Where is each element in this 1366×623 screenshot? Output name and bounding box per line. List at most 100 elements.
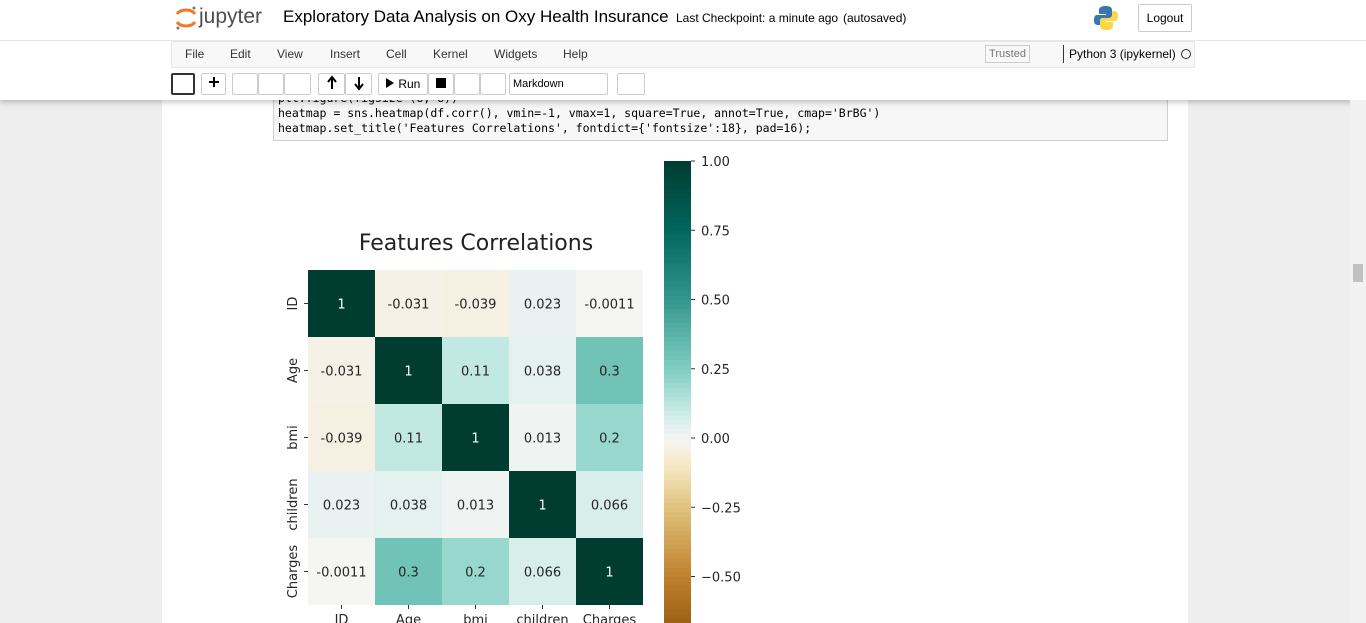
cell-label: 0.013 [457, 499, 494, 514]
menu-item[interactable]: Help [563, 47, 588, 61]
cut-button[interactable] [232, 73, 258, 95]
x-tick-label: ID [335, 613, 349, 623]
colorbar-segment [664, 405, 691, 411]
colorbar-segment [664, 276, 691, 282]
keyboard-button[interactable] [617, 73, 645, 95]
menu-item[interactable]: File [185, 47, 205, 61]
heatmap-cell [375, 337, 442, 404]
colorbar-segment [664, 317, 691, 324]
colorbar-segment [664, 281, 691, 287]
colorbar-segment [664, 479, 691, 485]
colorbar-segment [664, 438, 691, 444]
colorbar-segment [664, 410, 691, 416]
colorbar-segment [664, 391, 691, 397]
colorbar-segment [664, 396, 691, 402]
colorbar-segment [664, 613, 691, 619]
insert-button[interactable] [201, 73, 226, 95]
colorbar-segment [664, 451, 691, 457]
colorbar-segment [664, 377, 691, 384]
colorbar-tick-label: 0.25 [701, 363, 730, 378]
checkpoint: Last Checkpoint: a minute ago [676, 11, 839, 25]
colorbar-segment [664, 234, 691, 240]
cell-label: 0.023 [524, 298, 561, 313]
heatmap-cell [576, 404, 643, 471]
trusted-indicator[interactable]: Trusted [985, 45, 1030, 63]
colorbar-segment [664, 608, 691, 614]
logout-button[interactable]: Logout [1138, 4, 1192, 32]
move-up-button[interactable] [318, 73, 345, 95]
colorbar-segment [664, 221, 691, 227]
colorbar-segment [664, 262, 691, 268]
y-tick-label: Charges [286, 545, 301, 599]
colorbar-segment [664, 373, 691, 379]
cell-label: -0.0011 [316, 566, 366, 581]
paste-button[interactable] [284, 73, 311, 95]
cell-label: -0.031 [388, 298, 430, 313]
colorbar-segment [664, 594, 691, 601]
colorbar-segment [664, 345, 691, 351]
run-button[interactable]: Run [378, 73, 428, 95]
colorbar-segment [664, 239, 691, 245]
colorbar-segment [664, 558, 691, 564]
colorbar-segment [664, 341, 691, 347]
colorbar-segment [664, 313, 691, 319]
heatmap-cell [509, 471, 576, 538]
copy-button[interactable] [258, 73, 284, 95]
scrollbar-thumb[interactable] [1353, 264, 1363, 282]
colorbar-segment [664, 364, 691, 370]
heatmap-cell [576, 337, 643, 404]
heatmap-cell [509, 538, 576, 605]
colorbar-segment [664, 548, 691, 554]
python-logo [1094, 6, 1118, 30]
colorbar-segment [664, 585, 691, 591]
kernel-name: Python 3 (ipykernel) [1069, 47, 1176, 61]
cell-label: -0.039 [321, 432, 363, 447]
cell-label: 0.3 [599, 365, 620, 380]
stop-button[interactable] [428, 73, 454, 95]
colorbar-segment [664, 447, 691, 453]
code-line: heatmap = sns.heatmap(df.corr(), vmin=-1… [278, 106, 881, 120]
colorbar-segment [664, 590, 691, 596]
colorbar-segment [664, 290, 691, 296]
heatmap-cell [442, 337, 509, 404]
menu-item[interactable]: Insert [330, 47, 361, 61]
colorbar-segment [664, 165, 691, 171]
kernel-indicator [1181, 49, 1191, 59]
colorbar-segment [664, 267, 691, 273]
heatmap-cell [442, 404, 509, 471]
restart-run-button[interactable] [480, 73, 506, 95]
colorbar-segment [664, 225, 691, 231]
colorbar-tick-label: 0.50 [701, 294, 730, 309]
menu-item[interactable]: Edit [230, 47, 251, 61]
menu-item[interactable]: Kernel [433, 47, 468, 61]
restart-button[interactable] [454, 73, 480, 95]
colorbar-segment [664, 211, 691, 217]
notebook-title[interactable]: Exploratory Data Analysis on Oxy Health … [283, 7, 669, 26]
colorbar-segment [664, 488, 691, 494]
colorbar-segment [664, 516, 691, 522]
cell-label: -0.0011 [584, 298, 634, 313]
colorbar-segment [664, 184, 691, 190]
heatmap-cell [576, 538, 643, 605]
divider [1063, 45, 1064, 63]
cell-label: -0.031 [321, 365, 363, 380]
colorbar-tick-label: −0.50 [701, 571, 741, 586]
jupyter-logo[interactable] [174, 5, 198, 31]
colorbar-segment [664, 525, 691, 531]
y-tick-label: Age [286, 358, 301, 383]
colorbar-segment [664, 484, 691, 490]
colorbar-segment [664, 202, 691, 208]
move-down-button[interactable] [345, 73, 372, 95]
menu-item[interactable]: Widgets [494, 47, 538, 61]
colorbar-segment [664, 521, 691, 527]
colorbar-segment [664, 244, 691, 250]
colorbar-segment [664, 331, 691, 337]
heatmap-cell [375, 404, 442, 471]
save-button[interactable] [171, 73, 195, 95]
menu-item[interactable]: View [277, 47, 303, 61]
colorbar-segment [664, 188, 691, 194]
scrollbar[interactable] [1350, 100, 1366, 623]
cell-type-select[interactable]: Markdown [509, 73, 608, 95]
menu-item[interactable]: Cell [386, 47, 407, 61]
colorbar-segment [664, 253, 691, 259]
